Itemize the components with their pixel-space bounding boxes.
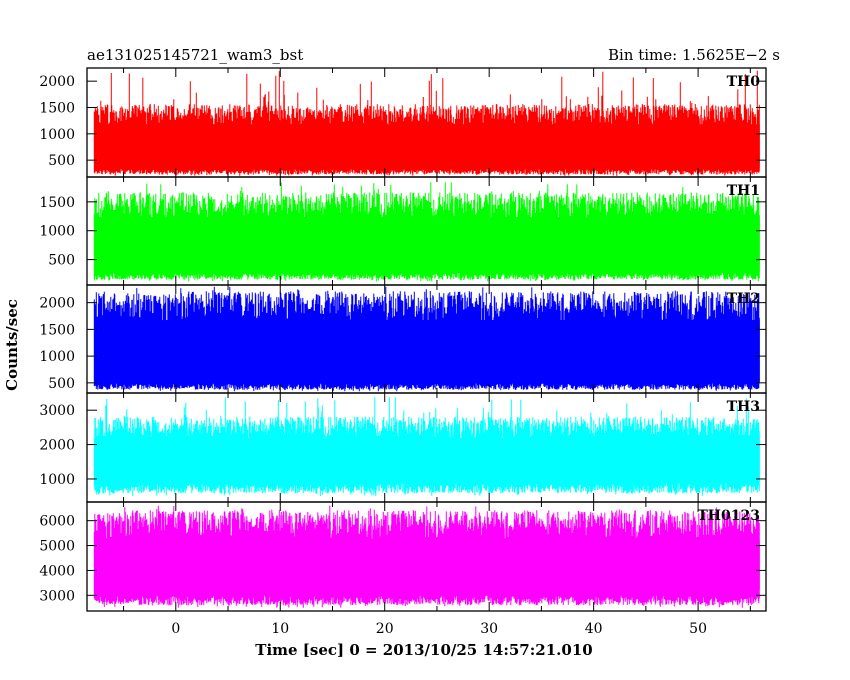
- x-tick-label: 30: [480, 621, 498, 637]
- y-tick-label: 3000: [39, 403, 75, 419]
- x-tick-label: 50: [689, 621, 707, 637]
- chart-subtitle: Bin time: 1.5625E−2 s: [608, 46, 780, 64]
- panel-frame: [86, 501, 767, 612]
- y-tick-label: 2000: [39, 438, 75, 454]
- series-band-th2: [94, 320, 760, 382]
- panel-th0123: 3000 4000 5000 6000 TH0123: [39, 501, 767, 612]
- y-tick-label: 1000: [39, 224, 75, 240]
- y-tick-label: 6000: [39, 514, 75, 530]
- y-tick-label: 1500: [39, 100, 75, 116]
- x-tick-label: 20: [376, 621, 394, 637]
- series-band-th0123: [94, 540, 760, 590]
- y-tick-label: 500: [48, 376, 75, 392]
- x-axis-label: Time [sec] 0 = 2013/10/25 14:57:21.010: [255, 641, 592, 659]
- series-band-th1: [94, 217, 760, 272]
- y-tick-label: 4000: [39, 563, 75, 579]
- y-tick-label: 1500: [39, 195, 75, 211]
- y-tick-label: 5000: [39, 539, 75, 555]
- y-tick-label: 1500: [39, 322, 75, 338]
- y-tick-label: 500: [48, 253, 75, 269]
- panel-th2: 500 1000 1500 2000 TH2: [39, 284, 767, 394]
- series-band-th3: [94, 438, 760, 481]
- panel-label: TH2: [727, 291, 760, 307]
- y-tick-label: 2000: [39, 296, 75, 312]
- chart-title: ae131025145721_wam3_bst: [87, 46, 303, 64]
- series-band-th0: [94, 124, 760, 168]
- x-tick-label: 0: [171, 621, 180, 637]
- y-tick-label: 1000: [39, 127, 75, 143]
- panel-label: TH0123: [697, 508, 760, 524]
- panel-th3: 1000 2000 3000 TH3: [39, 392, 767, 503]
- panel-label: TH3: [727, 399, 760, 415]
- panel-label: TH1: [727, 183, 760, 199]
- y-tick-label: 1000: [39, 349, 75, 365]
- panel-label: TH0: [727, 74, 761, 90]
- y-tick-label: 3000: [39, 588, 75, 604]
- x-tick-label: 40: [585, 621, 603, 637]
- x-axis-ticks: 0 10 20 30 40 50: [171, 621, 707, 637]
- y-tick-label: 1000: [39, 472, 75, 488]
- x-tick-label: 10: [271, 621, 289, 637]
- panel-th1: 500 1000 1500 TH1: [39, 176, 767, 286]
- y-tick-label: 500: [48, 153, 75, 169]
- panel-th0: 500 1000 1500 2000 TH0: [39, 67, 767, 178]
- y-axis-label: Counts/sec: [3, 299, 21, 391]
- y-tick-label: 2000: [39, 74, 75, 90]
